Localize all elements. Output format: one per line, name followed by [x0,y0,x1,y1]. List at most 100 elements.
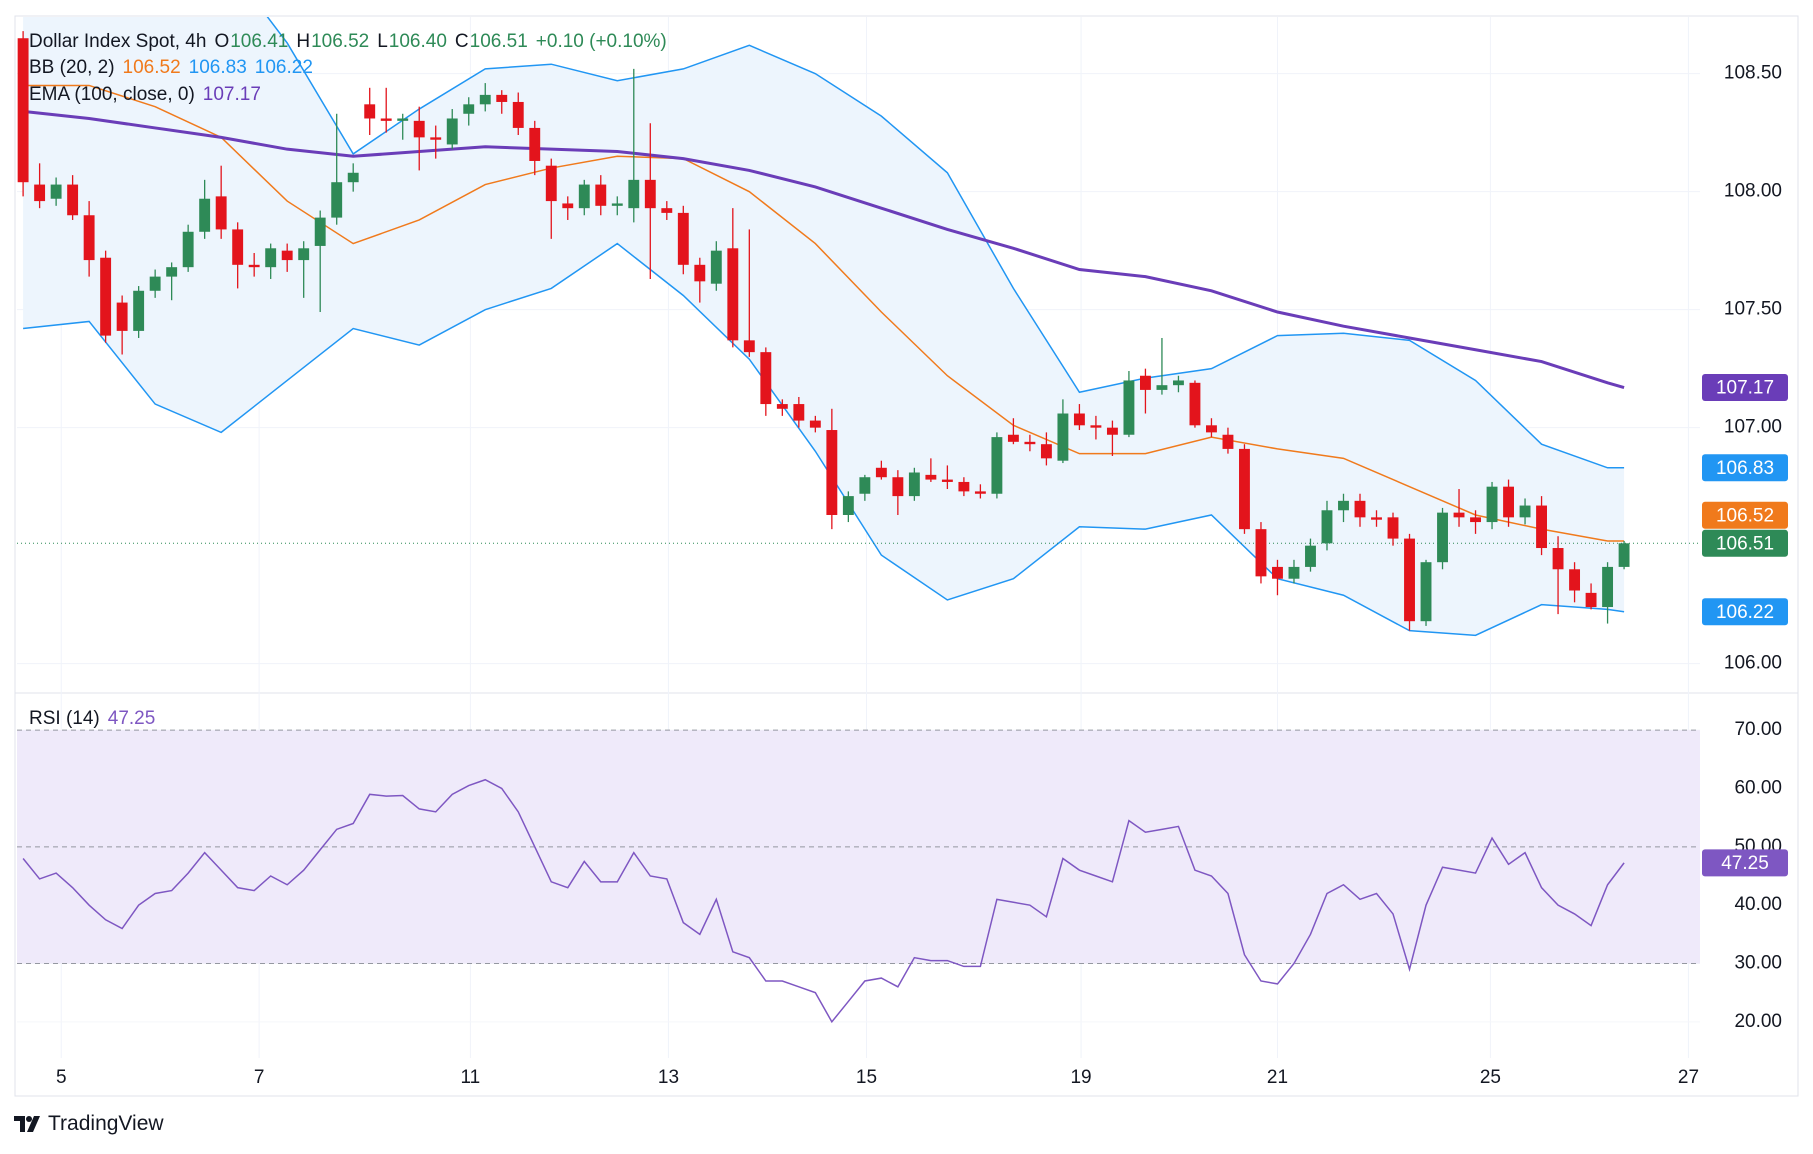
bb-upper-line [266,17,1625,469]
candle-body [380,118,392,121]
chart-title: Dollar Index Spot, 4h [29,31,207,52]
candle-body [859,477,871,494]
candle-body [562,203,574,209]
x-tick-label: 13 [658,1067,679,1088]
candle-body [1156,385,1168,390]
ohlc-low: L 106.40 [377,30,447,54]
price-badge-label: 106.52 [1716,505,1774,526]
candle-body [199,198,211,232]
ohlc-close: C 106.51 [455,30,528,54]
candle-body [347,172,359,183]
candle-body [1404,538,1415,622]
candle-body [1255,529,1267,577]
candle-body [446,118,458,145]
candle-body [1536,505,1547,549]
candle-body [892,477,904,497]
logo [14,1116,40,1132]
candle-body [743,340,755,353]
rsi-tick-label: 40.00 [1734,894,1782,915]
candle-body [50,184,62,199]
candle-body [529,127,541,161]
candle-body [644,179,656,209]
candle-body [826,430,838,515]
brand: TradingView [48,1112,164,1135]
rsi-line [22,778,1625,1024]
candle-body [958,481,970,492]
ema-name: EMA (100, close, 0) [29,84,195,105]
bb-middle-line [23,84,1625,542]
candle-body [1453,512,1465,518]
candle-body [496,94,508,102]
rsi-tick-label: 30.00 [1734,953,1782,974]
candle-body [397,118,409,121]
label: L [377,31,388,52]
rsi-tick-label: 20.00 [1734,1011,1782,1032]
candle-body [1602,566,1614,608]
candle-body [1024,441,1036,445]
x-tick-label: 25 [1480,1067,1501,1088]
y-tick-label: 107.00 [1724,417,1782,438]
x-tick-label: 19 [1070,1067,1091,1088]
candle-body [100,257,112,336]
candle-body [1585,592,1597,608]
rsi-pane [17,729,1700,1024]
bb-upper-value: 106.83 [188,57,247,78]
value: 106.40 [388,31,447,52]
candle-body [1090,425,1102,428]
ohlc-high: H 106.52 [296,30,369,54]
candle-body [1519,505,1531,518]
candle-body [1371,517,1382,520]
candle-body [265,248,277,268]
candle-body [578,184,590,209]
candle-body [512,101,524,128]
candle-body [1618,543,1630,567]
candle-body [67,184,79,216]
candle-body [694,264,706,282]
candle-body [149,276,161,291]
candle-body [215,196,227,230]
y-tick-label: 108.00 [1724,181,1782,202]
rsi-name: RSI (14) [29,708,100,729]
candle-body [281,250,293,261]
ema-value: 107.17 [202,84,261,105]
candle-body [793,404,805,421]
candle-body [595,184,607,206]
candle-body [479,94,491,105]
candle-body [1437,512,1448,563]
candle-body [314,217,326,246]
candle-body [677,212,689,265]
candle-body [248,264,260,268]
candle-body [1040,444,1052,459]
candle-body [1305,545,1316,567]
axes: 5 7 11 13 15 19 21 25 27 106.00 107.00 107.50 108.00… [56,63,1788,1088]
candle-body [1189,382,1201,426]
price-badge-label: 47.25 [1721,853,1769,874]
ema-line [22,109,1625,389]
legend-row: BB (20, 2) 106.52 106.83 106.22 [29,56,313,80]
candle-body [430,137,442,140]
candle-body [974,491,986,494]
x-tick-label: 15 [856,1067,877,1088]
candle-body [1387,517,1399,539]
candle-body [545,165,557,202]
candle-body [611,203,623,206]
candle-body [1503,486,1514,518]
price-badge-label: 107.17 [1716,378,1774,399]
candle-body [83,215,95,261]
candle-body [1338,500,1349,511]
candle-body [182,231,194,268]
candle-body [1139,375,1151,390]
y-tick-label: 107.50 [1724,299,1782,320]
x-tick-label: 21 [1267,1067,1288,1088]
price-badge-label: 106.83 [1716,458,1774,479]
price-badge-label: 106.51 [1716,533,1774,554]
footer: TradingView [14,1112,164,1136]
x-tick-label: 7 [254,1067,265,1088]
candle-body [1106,427,1118,435]
label: O [214,31,230,52]
bb-name: BB (20, 2) [29,57,115,78]
candle-body [1007,434,1019,442]
candle-body [760,352,772,405]
